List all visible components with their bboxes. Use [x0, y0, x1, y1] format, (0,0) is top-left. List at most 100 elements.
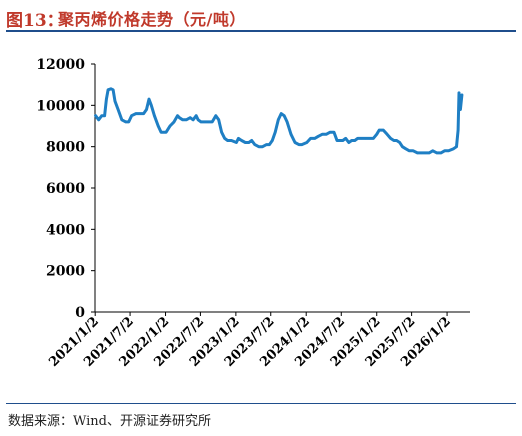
data-point — [214, 114, 217, 117]
data-point — [211, 120, 214, 124]
data-point — [375, 133, 378, 136]
data-point — [111, 88, 115, 92]
data-point — [289, 133, 293, 136]
data-point — [368, 137, 371, 140]
y-tick-label: 4000 — [46, 222, 85, 238]
data-point — [385, 133, 389, 136]
data-point — [356, 137, 359, 140]
data-point — [120, 118, 124, 122]
data-point — [274, 131, 277, 134]
data-point — [142, 112, 145, 115]
data-point — [389, 137, 392, 140]
data-point — [328, 131, 332, 134]
data-point — [419, 151, 423, 155]
data-point — [317, 135, 320, 138]
data-point — [189, 116, 192, 119]
data-point — [309, 137, 312, 140]
data-point — [134, 112, 138, 115]
data-point — [447, 149, 450, 152]
data-point — [392, 139, 396, 142]
y-tick-label: 12000 — [36, 57, 85, 73]
data-point — [457, 91, 461, 95]
data-point — [181, 118, 184, 122]
data-point — [100, 114, 103, 117]
data-point — [455, 145, 458, 148]
data-point — [439, 151, 443, 155]
y-tick-label: 6000 — [46, 181, 85, 197]
data-point — [344, 137, 347, 140]
source-note: 数据来源：Wind、开源证券研究所 — [8, 414, 211, 429]
data-point — [157, 124, 160, 128]
data-point — [431, 149, 434, 152]
data-point — [191, 118, 195, 122]
data-point — [443, 149, 446, 152]
data-point — [338, 139, 342, 142]
data-point — [261, 145, 264, 148]
data-point — [456, 128, 460, 132]
data-point — [105, 97, 108, 101]
data-point — [199, 120, 203, 124]
data-point — [124, 120, 128, 124]
data-point — [226, 139, 229, 142]
data-point — [268, 143, 271, 146]
data-point — [313, 137, 316, 140]
data-point — [235, 141, 238, 144]
data-point — [153, 114, 156, 117]
data-point — [240, 139, 243, 142]
data-point — [207, 120, 211, 124]
series-group — [94, 87, 464, 155]
data-point — [452, 147, 455, 150]
data-point — [277, 118, 280, 122]
data-point — [271, 139, 274, 142]
data-point — [145, 108, 148, 111]
data-point — [401, 145, 404, 148]
data-point — [178, 116, 181, 119]
data-point — [247, 141, 250, 144]
data-point — [293, 141, 297, 144]
data-point — [97, 118, 100, 122]
y-tick-label: 2000 — [46, 264, 85, 280]
source-divider — [6, 403, 516, 404]
data-point — [360, 137, 363, 140]
data-point — [230, 139, 233, 142]
data-point — [257, 145, 260, 148]
data-point — [176, 114, 179, 117]
data-point — [130, 114, 133, 117]
data-point — [195, 114, 198, 117]
data-point — [378, 128, 381, 132]
y-tick-label: 8000 — [46, 140, 85, 156]
data-point — [172, 120, 176, 124]
data-point — [372, 137, 375, 140]
data-point — [185, 118, 188, 122]
data-point — [168, 124, 172, 128]
data-point — [265, 143, 268, 146]
data-point — [332, 131, 336, 134]
data-point — [297, 143, 301, 146]
figure-number: 图13： — [6, 11, 64, 31]
data-point — [408, 149, 411, 152]
data-point — [109, 87, 113, 91]
data-point — [150, 104, 153, 107]
price-line-chart: 0 2000 4000 6000 8000 10000 12000 2021/1/22021… — [36, 57, 470, 370]
data-point — [398, 141, 401, 144]
data-point — [164, 131, 168, 134]
data-point — [138, 112, 141, 115]
y-axis: 0 2000 4000 6000 8000 10000 12000 — [36, 57, 96, 321]
data-point — [305, 141, 308, 144]
data-point — [459, 108, 462, 111]
data-point — [285, 120, 289, 124]
data-point — [325, 133, 328, 136]
data-point — [395, 139, 398, 142]
data-point — [460, 93, 464, 97]
data-point — [250, 139, 253, 142]
series-line-0 — [94, 87, 464, 155]
data-point — [127, 120, 130, 124]
data-point — [412, 149, 415, 152]
data-point — [382, 128, 385, 132]
data-point — [220, 131, 223, 134]
data-point — [300, 143, 303, 146]
data-point — [364, 137, 367, 140]
data-point — [353, 139, 356, 142]
data-point — [94, 114, 97, 117]
data-point — [223, 137, 226, 140]
